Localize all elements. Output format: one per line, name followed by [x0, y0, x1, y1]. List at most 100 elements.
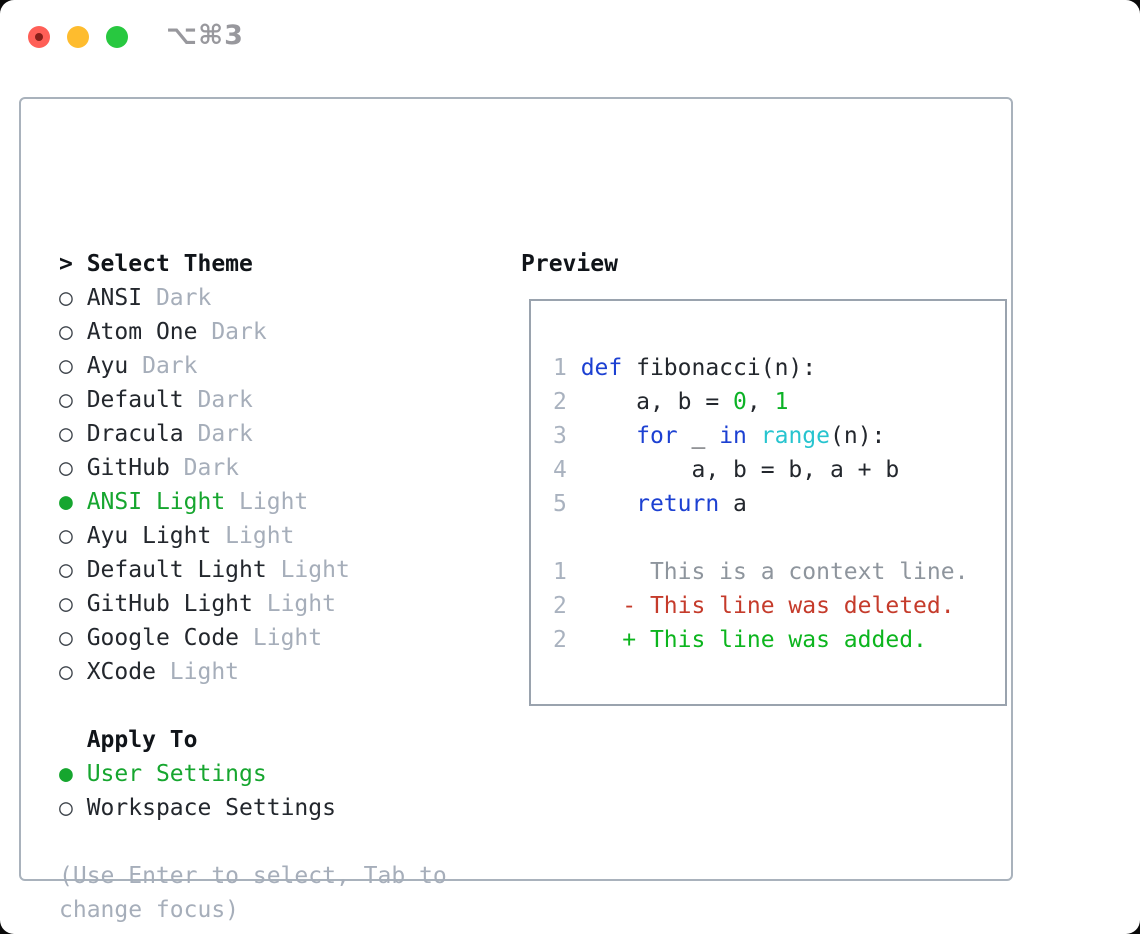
theme-list: ○ ANSI Dark ○ Atom One Dark ○ Ayu Dark ○ Default Da…: [59, 281, 447, 689]
theme-name: Default Light: [86, 557, 267, 583]
theme-name: Ayu: [86, 353, 129, 379]
line-number: 5: [553, 491, 567, 517]
theme-item-ayu[interactable]: ○ Ayu Dark: [59, 349, 447, 383]
apply-option-user-settings[interactable]: ● User Settings: [59, 757, 447, 791]
theme-name: Dracula: [86, 421, 184, 447]
code-line: [553, 521, 968, 555]
theme-name: Atom One: [86, 319, 198, 345]
line-number: 1: [553, 355, 567, 381]
line-number: 1: [553, 559, 567, 585]
theme-name: Google Code: [86, 625, 240, 651]
apply-to-list: ● User Settings ○ Workspace Settings: [59, 757, 447, 825]
code-line: 3 for _ in range(n):: [553, 419, 968, 453]
radio-unselected-icon: ○: [59, 795, 73, 821]
zoom-button[interactable]: [106, 26, 128, 48]
radio-selected-icon: ●: [59, 761, 73, 787]
line-number: 2: [553, 627, 567, 653]
theme-picker: > Select Theme ○ ANSI Dark ○ Atom One Dark ○ Ayu…: [59, 247, 447, 927]
theme-item-default[interactable]: ○ Default Dark: [59, 383, 447, 417]
code-token-fg: (n):: [830, 423, 886, 449]
code-token-fg: a, b =: [580, 389, 734, 415]
app-panel: > Select Theme ○ ANSI Dark ○ Atom One Dark ○ Ayu…: [19, 97, 1013, 923]
theme-name: GitHub Light: [86, 591, 253, 617]
code-token-fg: a, b = b, a + b: [580, 457, 900, 483]
theme-name: XCode: [86, 659, 156, 685]
line-number: 2: [553, 593, 567, 619]
theme-variant: Light: [225, 523, 295, 549]
preview-header: Preview: [521, 251, 618, 277]
code-token-fg: [581, 491, 636, 517]
theme-item-atom-one[interactable]: ○ Atom One Dark: [59, 315, 447, 349]
code-token-num: 0: [733, 389, 747, 415]
hint-line-1: (Use Enter to select, Tab to: [59, 863, 447, 889]
radio-unselected-icon: ○: [59, 455, 73, 481]
apply-to-header: Apply To: [86, 727, 198, 753]
theme-variant: Dark: [142, 353, 198, 379]
traffic-lights: [28, 26, 128, 48]
theme-picker-title: Select Theme: [86, 251, 253, 277]
code-token-fg: _: [677, 423, 720, 449]
hint-line-2: change focus): [59, 897, 240, 923]
radio-unselected-icon: ○: [59, 319, 73, 345]
code-token-fg: [581, 423, 636, 449]
radio-unselected-icon: ○: [59, 353, 73, 379]
radio-unselected-icon: ○: [59, 659, 73, 685]
theme-variant: Dark: [197, 387, 253, 413]
radio-unselected-icon: ○: [59, 625, 73, 651]
code-line: 2 a, b = 0, 1: [553, 385, 968, 419]
close-button[interactable]: [28, 26, 50, 48]
radio-selected-icon: ●: [59, 489, 73, 515]
theme-item-google-code[interactable]: ○ Google Code Light: [59, 621, 447, 655]
theme-name: GitHub: [86, 455, 170, 481]
minimize-button[interactable]: [67, 26, 89, 48]
window-title: ⌥⌘3: [166, 20, 244, 51]
radio-unselected-icon: ○: [59, 285, 73, 311]
theme-item-default-light[interactable]: ○ Default Light Light: [59, 553, 447, 587]
theme-item-ansi-light[interactable]: ● ANSI Light Light: [59, 485, 447, 519]
theme-name: ANSI: [86, 285, 143, 311]
radio-unselected-icon: ○: [59, 557, 73, 583]
code-token-add: + This line was added.: [580, 627, 927, 653]
theme-variant: Dark: [183, 455, 240, 481]
code-line: 2 - This line was deleted.: [553, 589, 968, 623]
radio-unselected-icon: ○: [59, 421, 73, 447]
theme-name: ANSI Light: [86, 489, 226, 515]
apply-option-workspace-settings[interactable]: ○ Workspace Settings: [59, 791, 447, 825]
hint-text: (Use Enter to select, Tab to change focu…: [59, 859, 447, 927]
theme-item-github[interactable]: ○ GitHub Dark: [59, 451, 447, 485]
radio-unselected-icon: ○: [59, 387, 73, 413]
code-token-kw: in: [719, 423, 747, 449]
code-line: 5 return a: [553, 487, 968, 521]
apply-option-label: Workspace Settings: [86, 795, 336, 821]
theme-variant: Dark: [155, 285, 212, 311]
theme-variant: Light: [169, 659, 240, 685]
line-number: 3: [553, 423, 567, 449]
theme-variant: Dark: [197, 421, 253, 447]
focus-caret-icon: >: [59, 251, 73, 277]
code-line: 1 def fibonacci(n):: [553, 351, 968, 385]
theme-item-github-light[interactable]: ○ GitHub Light Light: [59, 587, 447, 621]
apply-option-label: User Settings: [86, 761, 267, 787]
code-token-kw: return: [636, 491, 720, 517]
code-token-fn: range: [760, 423, 830, 449]
theme-item-xcode[interactable]: ○ XCode Light: [59, 655, 447, 689]
theme-item-dracula[interactable]: ○ Dracula Dark: [59, 417, 447, 451]
code-token-fg: ,: [746, 389, 775, 415]
theme-picker-header: > Select Theme: [59, 247, 447, 281]
code-token-fg: a: [719, 491, 747, 517]
theme-item-ansi[interactable]: ○ ANSI Dark: [59, 281, 447, 315]
code-line: 4 a, b = b, a + b: [553, 453, 968, 487]
theme-item-ayu-light[interactable]: ○ Ayu Light Light: [59, 519, 447, 553]
close-dot-icon: [35, 33, 43, 41]
theme-variant: Dark: [211, 319, 267, 345]
theme-name: Ayu Light: [86, 523, 212, 549]
code-line: 2 + This line was added.: [553, 623, 968, 657]
theme-variant: Light: [280, 557, 350, 583]
code-token-kw: for: [636, 423, 678, 449]
theme-variant: Light: [252, 625, 323, 651]
code-token-ctx: This is a context line.: [580, 559, 969, 585]
theme-variant: Light: [239, 489, 309, 515]
line-number: 2: [553, 389, 567, 415]
code-token-del: - This line was deleted.: [580, 593, 955, 619]
